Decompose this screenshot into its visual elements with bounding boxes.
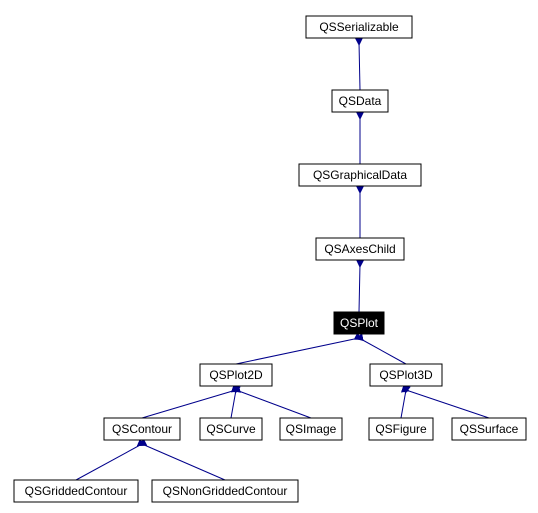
- node-QSData[interactable]: QSData: [332, 90, 388, 112]
- nodes-layer: QSSerializable QSData QSGraphicalData QSAxe…: [14, 16, 526, 502]
- node-label: QSCurve: [206, 422, 256, 436]
- node-label: QSSurface: [460, 422, 519, 436]
- node-QSContour[interactable]: QSContour: [104, 418, 180, 440]
- node-QSImage[interactable]: QSImage: [280, 418, 342, 440]
- node-QSSurface[interactable]: QSSurface: [452, 418, 526, 440]
- node-label: QSPlot2D: [209, 368, 263, 382]
- edge-QSSurface-to-QSPlot3D: [406, 390, 489, 418]
- node-label: QSSerializable: [319, 20, 399, 34]
- node-QSCurve[interactable]: QSCurve: [200, 418, 262, 440]
- node-label: QSNonGriddedContour: [163, 484, 288, 498]
- edge-QSGriddedContour-to-QSContour: [76, 444, 142, 480]
- node-QSGriddedContour[interactable]: QSGriddedContour: [14, 480, 138, 502]
- edge-QSPlot3D-to-QSPlot: [359, 338, 406, 364]
- node-label: QSGraphicalData: [313, 168, 407, 182]
- edge-QSFigure-to-QSPlot3D: [401, 390, 406, 418]
- node-label: QSContour: [112, 422, 172, 436]
- edge-QSData-to-QSSerializable: [359, 42, 360, 90]
- node-QSGraphicalData[interactable]: QSGraphicalData: [299, 164, 421, 186]
- edge-QSNonGriddedContour-to-QSContour: [142, 444, 225, 480]
- edges-layer: [76, 42, 489, 480]
- node-label: QSPlot: [340, 316, 379, 330]
- inheritance-diagram: QSSerializable QSData QSGraphicalData QSAxe…: [0, 0, 538, 513]
- node-label: QSData: [339, 94, 382, 108]
- edge-QSPlot-to-QSAxesChild: [359, 264, 360, 312]
- edge-QSCurve-to-QSPlot2D: [231, 390, 236, 418]
- edge-QSContour-to-QSPlot2D: [142, 390, 236, 418]
- node-label: QSPlot3D: [379, 368, 433, 382]
- node-label: QSImage: [286, 422, 337, 436]
- node-QSFigure[interactable]: QSFigure: [369, 418, 433, 440]
- node-QSPlot2D[interactable]: QSPlot2D: [200, 364, 272, 386]
- edge-QSPlot2D-to-QSPlot: [236, 338, 359, 364]
- node-label: QSFigure: [375, 422, 427, 436]
- node-QSPlot3D[interactable]: QSPlot3D: [370, 364, 442, 386]
- node-QSPlot[interactable]: QSPlot: [334, 312, 384, 334]
- node-label: QSGriddedContour: [25, 484, 128, 498]
- node-QSSerializable[interactable]: QSSerializable: [306, 16, 412, 38]
- node-QSNonGriddedContour[interactable]: QSNonGriddedContour: [152, 480, 298, 502]
- edge-QSImage-to-QSPlot2D: [236, 390, 311, 418]
- node-QSAxesChild[interactable]: QSAxesChild: [316, 238, 404, 260]
- node-label: QSAxesChild: [324, 242, 395, 256]
